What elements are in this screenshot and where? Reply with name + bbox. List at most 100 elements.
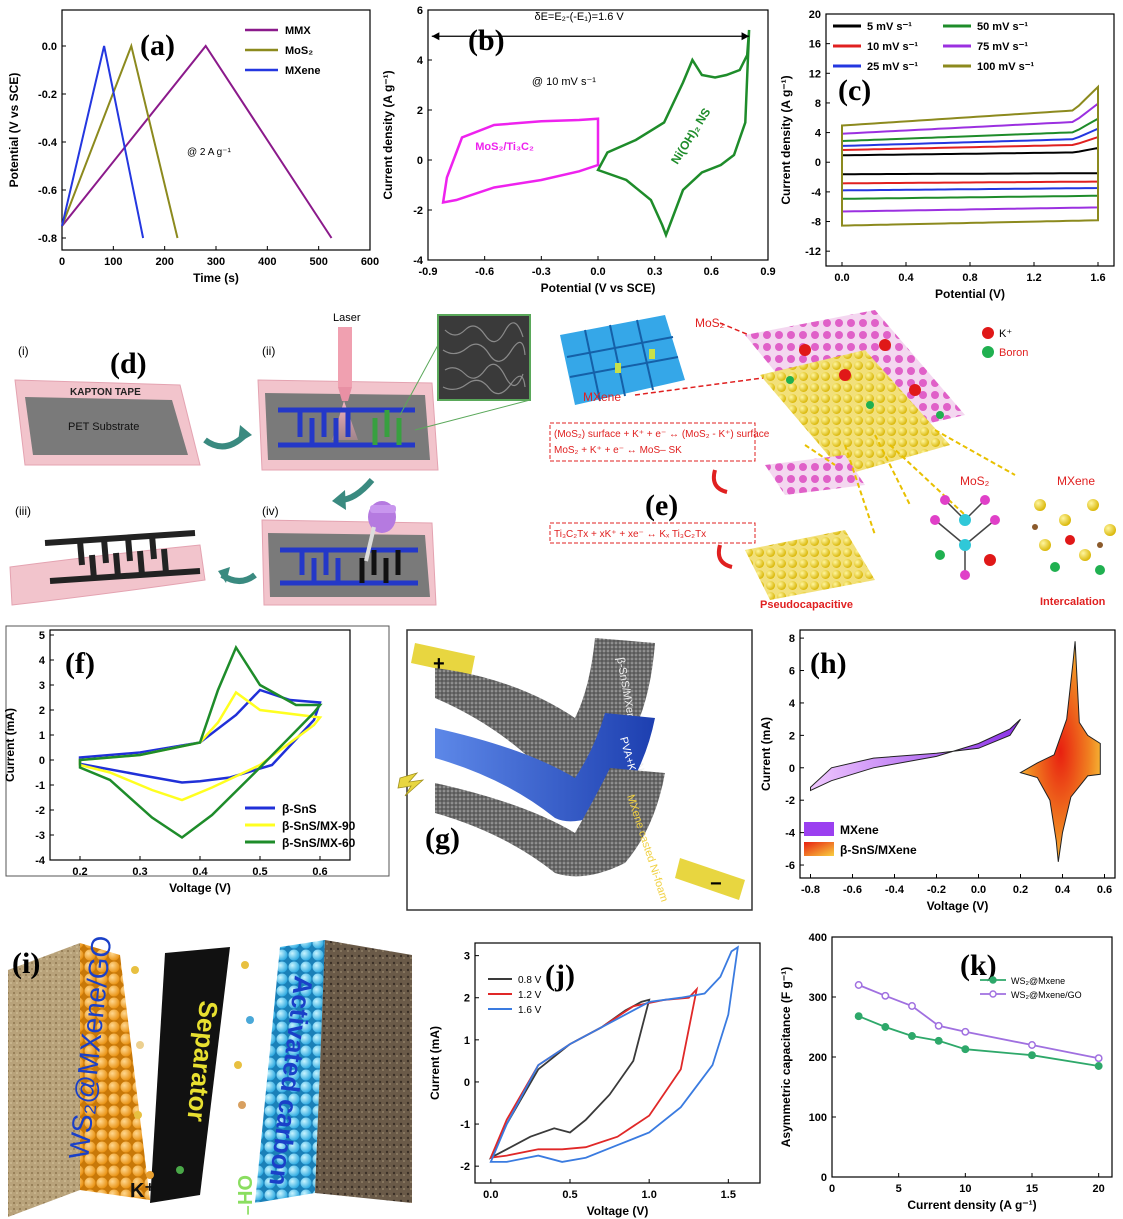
y-tick-label: -4	[785, 828, 796, 840]
x-tick-label: 1.6	[1090, 272, 1105, 284]
y-tick-label: 0.0	[42, 41, 57, 53]
panel-d: (d) (i) KAPTON TAPE PET Substrate (ii) L…	[0, 305, 545, 615]
y-axis-label: Current (mA)	[428, 1026, 442, 1100]
electrode-pattern-iv	[280, 547, 418, 586]
x-tick-label: -0.8	[801, 884, 820, 896]
plot-frame	[61, 9, 371, 251]
panel-label-b: (b)	[468, 24, 505, 57]
electrode-pattern-ii	[278, 407, 415, 448]
y-tick-label: 3	[464, 951, 470, 963]
x-tick-label: 0.6	[704, 266, 719, 278]
x-axis-label: Voltage (V)	[587, 1204, 649, 1218]
legend-label: MMX	[285, 25, 311, 37]
y-axis-label: Asymmetric capacitance (F g⁻¹)	[779, 967, 793, 1147]
y-tick-label: 6	[417, 5, 423, 17]
small-layer	[765, 455, 865, 495]
mechanism-diagram: MoS₂ MXene K⁺ Boron (MoS₂) surface + K⁺ …	[549, 310, 1116, 611]
x-axis-label: Voltage (V)	[169, 881, 231, 895]
delta-e-annotation: δE=E₂-(-E₁)=1.6 V	[534, 11, 624, 23]
y-tick-label: 1	[464, 1035, 470, 1047]
lightning-icon	[397, 772, 425, 797]
x-axis-label: Potential (V vs SCE)	[541, 281, 656, 295]
panel-e: MoS₂ MXene K⁺ Boron (MoS₂) surface + K⁺ …	[545, 305, 1123, 615]
device-iii	[44, 530, 201, 584]
arrow-head-right	[741, 32, 750, 41]
series-loop	[441, 117, 600, 205]
panel-a: 0 100 200 300 400 500 600 0.0 -0.2 -0.4 -0.6 -0.8 Ti…	[0, 0, 380, 310]
x-tick-label: -0.6	[475, 266, 494, 278]
equation-1: (MoS₂) surface + K⁺ + e⁻ ↔ (MoS₂ - K⁺) s…	[554, 429, 770, 440]
legend-label: β-SnS/MXene	[840, 843, 917, 857]
panel-label-g: (g)	[425, 822, 460, 855]
sem-inset	[437, 314, 531, 401]
chart-b-svg: -0.9 -0.6 -0.3 0.0 0.3 0.6 0.9 -4 -2 0 2 4 6 Potentia…	[383, 5, 776, 295]
laser-beam	[338, 327, 352, 387]
legend-label: 1.6 V	[518, 1005, 542, 1016]
y-tick-label: -12	[805, 246, 821, 258]
panel-c: 0.0 0.4 0.8 1.2 1.6 -12 -8 -4 0 4 8 12 16 20 Potential…	[778, 0, 1123, 310]
data-point	[1028, 1051, 1036, 1060]
y-tick-label: 100	[809, 1112, 827, 1124]
panel-i: WS₂@MXene/GO Separator Activated carbon …	[0, 925, 420, 1219]
x-axis-label: Potential (V)	[935, 287, 1005, 301]
x-tick-label: 300	[207, 256, 225, 268]
separator-slab	[150, 947, 230, 1203]
mxene-block-structure	[560, 315, 685, 405]
x-tick-label: 0.0	[483, 1189, 498, 1201]
x-tick-label: 0.3	[647, 266, 662, 278]
legend-label: β-SnS	[282, 802, 317, 816]
step-ii-label: (ii)	[262, 344, 275, 358]
panel-b: -0.9 -0.6 -0.3 0.0 0.3 0.6 0.9 -4 -2 0 2 4 6 Potentia…	[383, 0, 778, 310]
mxene-top-label: MXene	[583, 390, 621, 404]
data-point	[1094, 1054, 1103, 1063]
series-label-mos2: MoS₂/Ti₃C₂	[475, 141, 534, 153]
cv-loop	[78, 690, 323, 802]
step-iv-label: (iv)	[262, 504, 279, 518]
legend-marker	[989, 976, 997, 984]
legend-label: MoS₂	[285, 45, 313, 57]
y-axis-label: Current density (A g⁻¹)	[383, 70, 395, 199]
x-axis-label: Voltage (V)	[927, 899, 989, 913]
y-tick-label: -2	[785, 795, 795, 807]
eq-box-1	[549, 422, 756, 462]
y-tick-label: -4	[35, 855, 46, 867]
y-tick-label: 2	[789, 730, 795, 742]
arrow-head-left	[431, 32, 440, 41]
y-axis-label: Current (mA)	[760, 717, 773, 791]
right-electrode-coating	[255, 940, 325, 1203]
panel-label-k: (k)	[960, 949, 997, 982]
zoom-line-1	[399, 344, 439, 416]
legend-k-dot	[982, 327, 994, 339]
asymmetric-device-schematic: WS₂@MXene/GO Separator Activated carbon …	[8, 934, 412, 1217]
intercalation-label: Intercalation	[1040, 596, 1106, 608]
y-axis-label: Current (mA)	[3, 708, 17, 782]
fabrication-diagram: (d) (i) KAPTON TAPE PET Substrate (ii) L…	[9, 312, 531, 606]
legend-swatch	[804, 842, 834, 856]
x-tick-label: 0.2	[72, 866, 87, 878]
y-tick-label: -2	[35, 805, 45, 817]
x-tick-label: 5	[896, 1183, 902, 1195]
x-tick-label: 0.4	[898, 272, 914, 284]
pet-iv	[268, 533, 430, 597]
zoom-line-2	[414, 399, 531, 431]
panel-h: -0.8 -0.6 -0.4 -0.2 0.0 0.2 0.4 0.6 -6 -4 -2 0 2 4 6 8 V…	[760, 618, 1123, 918]
x-tick-label: 0.0	[590, 266, 605, 278]
x-tick-label: 15	[1026, 1183, 1038, 1195]
y-tick-label: 4	[39, 655, 46, 667]
sem-texture	[442, 322, 526, 395]
x-tick-label: 600	[361, 256, 379, 268]
data-point	[1028, 1041, 1036, 1049]
arrow-i-ii-head	[238, 425, 252, 443]
x-axis-label: Time (s)	[193, 271, 239, 285]
series-line	[61, 44, 333, 239]
data-point	[854, 981, 863, 989]
x-tick-label: 1.2	[1026, 272, 1041, 284]
bottom-electrode	[435, 768, 665, 877]
y-tick-label: 0	[815, 157, 821, 169]
legend-label: 25 mV s⁻¹	[867, 61, 918, 73]
cv-loop	[78, 644, 323, 840]
legend-label: 75 mV s⁻¹	[977, 41, 1028, 53]
x-tick-label: -0.9	[419, 266, 438, 278]
legend-label: 10 mV s⁻¹	[867, 41, 918, 53]
